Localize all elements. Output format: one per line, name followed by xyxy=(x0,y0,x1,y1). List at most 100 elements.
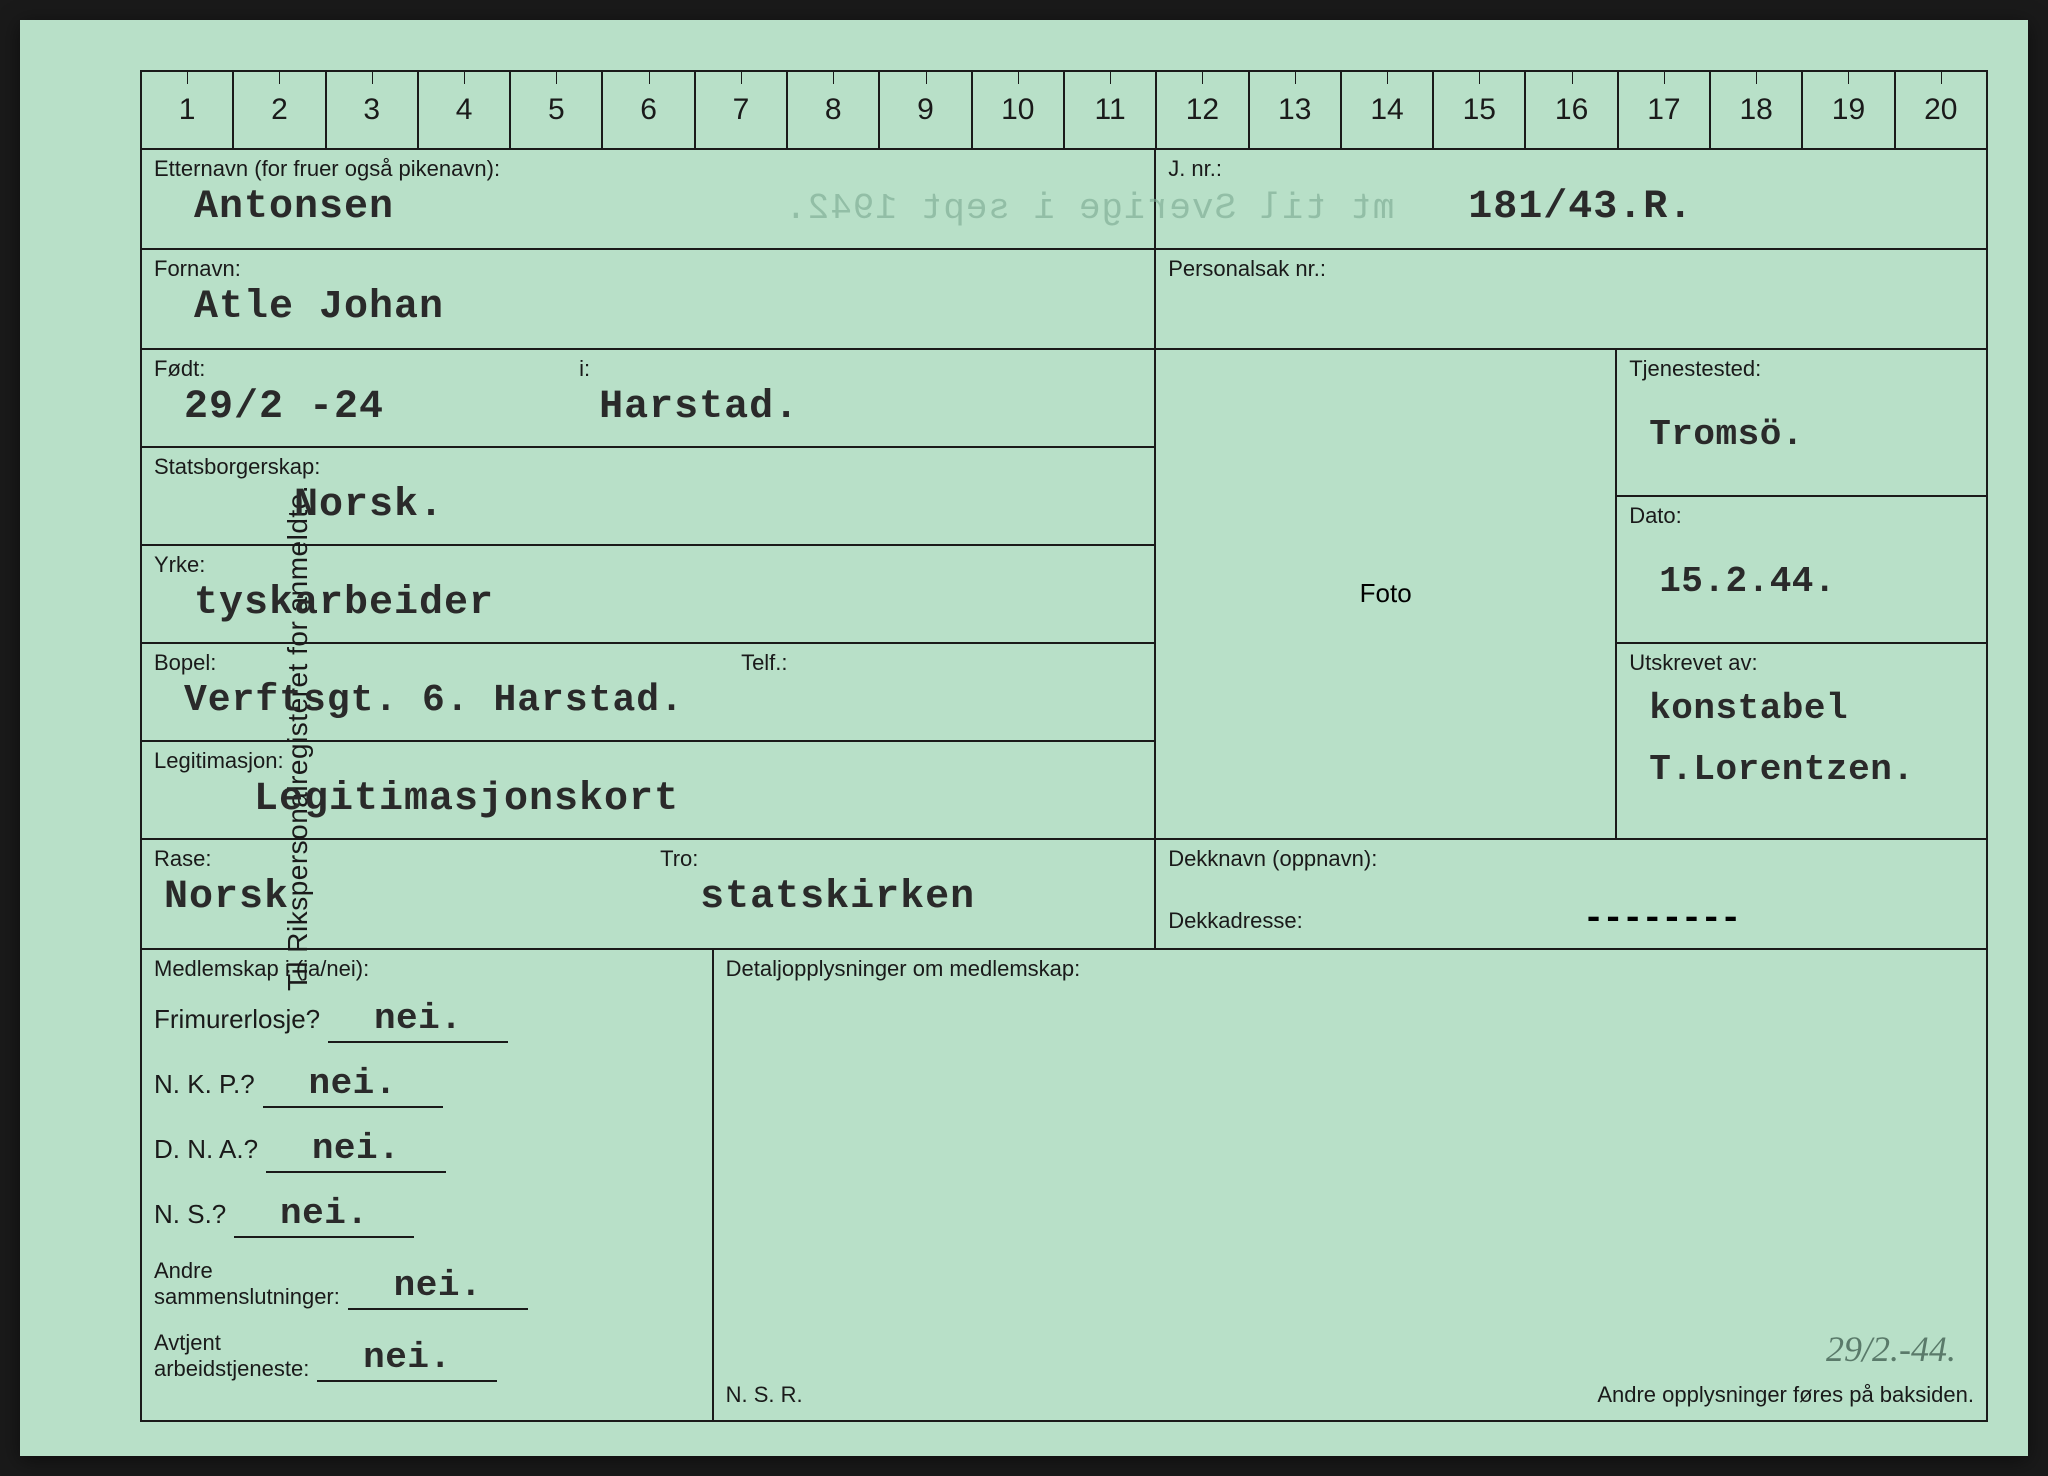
dna-value: nei. xyxy=(266,1128,446,1173)
utskrevet-label: Utskrevet av: xyxy=(1629,650,1974,676)
ruler-cell: 20 xyxy=(1894,72,1986,148)
foto-label: Foto xyxy=(1360,578,1412,609)
dekkadresse-label: Dekkadresse: xyxy=(1168,908,1303,934)
yrke-value: tyskarbeider xyxy=(154,581,494,626)
ruler-cell: 9 xyxy=(878,72,970,148)
utskrevet-value1: konstabel xyxy=(1629,688,1974,729)
etternavn-value: Antonsen xyxy=(154,185,394,230)
personalsak-value xyxy=(1168,285,1208,330)
avtjent-value: nei. xyxy=(317,1337,497,1382)
yrke-label: Yrke: xyxy=(154,552,1142,578)
medlemskap-label: Medlemskap i (ja/nei): xyxy=(154,956,700,982)
i-value: Harstad. xyxy=(579,385,799,430)
nkp-row: N. K. P.? nei. xyxy=(154,1063,700,1108)
tro-cell: Tro: statskirken xyxy=(648,840,1154,948)
rase-label: Rase: xyxy=(154,846,636,872)
detalj-cell: Detaljopplysninger om medlemskap: N. S. … xyxy=(714,950,1986,1420)
ns-value: nei. xyxy=(234,1193,414,1238)
membership-cell: Medlemskap i (ja/nei): Frimurerlosje? ne… xyxy=(142,950,714,1420)
tro-value: statskirken xyxy=(660,875,975,920)
frimurer-row: Frimurerlosje? nei. xyxy=(154,998,700,1043)
jnr-value: 181/43.R. xyxy=(1168,185,1693,230)
ruler-cell: 15 xyxy=(1432,72,1524,148)
utskrevet-value2: T.Lorentzen. xyxy=(1629,749,1974,790)
handwritten-date: 29/2.-44. xyxy=(1826,1328,1956,1370)
avtjent-row: Avtjent arbeidstjeneste: nei. xyxy=(154,1330,700,1382)
rase-cell: Rase: Norsk xyxy=(142,840,648,948)
utskrevet-cell: Utskrevet av: konstabel T.Lorentzen. xyxy=(1617,644,1986,838)
legitimasjon-value: Legitimasjonskort xyxy=(154,777,679,822)
dekknavn-cell: Dekknavn (oppnavn): Dekkadresse: -------… xyxy=(1156,840,1986,948)
detalj-label: Detaljopplysninger om medlemskap: xyxy=(726,956,1974,982)
andre-label1: Andre xyxy=(154,1258,340,1284)
tjenestested-cell: Tjenestested: Tromsö. xyxy=(1617,350,1986,497)
dato-cell: Dato: 15.2.44. xyxy=(1617,497,1986,644)
andre-row: Andre sammenslutninger: nei. xyxy=(154,1258,700,1310)
ns-label: N. S.? xyxy=(154,1199,226,1230)
dato-label: Dato: xyxy=(1629,503,1974,529)
fornavn-label: Fornavn: xyxy=(154,256,1142,282)
ruler-cell: 6 xyxy=(601,72,693,148)
ruler-cell: 17 xyxy=(1617,72,1709,148)
fornavn-cell: Fornavn: Atle Johan xyxy=(142,250,1156,348)
baksiden-footer: Andre opplysninger føres på baksiden. xyxy=(1597,1382,1974,1408)
tjenestested-label: Tjenestested: xyxy=(1629,356,1974,382)
bopel-cell: Bopel: Verftsgt. 6. Harstad. xyxy=(142,644,729,740)
bopel-value: Verftsgt. 6. Harstad. xyxy=(154,679,684,722)
jnr-label: J. nr.: xyxy=(1168,156,1974,182)
i-label: i: xyxy=(579,356,1142,382)
ruler-cell: 11 xyxy=(1063,72,1155,148)
nkp-label: N. K. P.? xyxy=(154,1069,255,1100)
bopel-label: Bopel: xyxy=(154,650,717,676)
ruler-cell: 10 xyxy=(971,72,1063,148)
nkp-value: nei. xyxy=(263,1063,443,1108)
ns-row: N. S.? nei. xyxy=(154,1193,700,1238)
ruler-cell: 7 xyxy=(694,72,786,148)
ruler-cell: 13 xyxy=(1248,72,1340,148)
ruler-cell: 14 xyxy=(1340,72,1432,148)
fodt-value: 29/2 -24 xyxy=(154,385,384,430)
personalsak-label: Personalsak nr.: xyxy=(1168,256,1974,282)
legitimasjon-label: Legitimasjon: xyxy=(154,748,1142,774)
form-grid: Etternavn (for fruer også pikenavn): Ant… xyxy=(140,150,1988,1422)
jnr-cell: J. nr.: 181/43.R. xyxy=(1156,150,1986,248)
fodt-label: Født: xyxy=(154,356,555,382)
dna-label: D. N. A.? xyxy=(154,1134,258,1165)
andre-label2: sammenslutninger: xyxy=(154,1284,340,1310)
frimurer-label: Frimurerlosje? xyxy=(154,1004,320,1035)
statsborgerskap-value: Norsk. xyxy=(154,483,444,528)
ruler-cell: 4 xyxy=(417,72,509,148)
ruler-cell: 3 xyxy=(325,72,417,148)
statsborgerskap-cell: Statsborgerskap: Norsk. xyxy=(142,448,1154,546)
avtjent-label1: Avtjent xyxy=(154,1330,309,1356)
legitimasjon-cell: Legitimasjon: Legitimasjonskort xyxy=(142,742,1154,838)
tjenestested-value: Tromsö. xyxy=(1629,414,1804,455)
telf-cell: Telf.: xyxy=(729,644,1154,740)
foto-cell: Foto xyxy=(1156,350,1617,838)
etternavn-label: Etternavn (for fruer også pikenavn): xyxy=(154,156,1142,182)
fornavn-value: Atle Johan xyxy=(154,285,444,330)
telf-label: Telf.: xyxy=(741,650,1142,676)
ruler-cell: 16 xyxy=(1524,72,1616,148)
registration-card: Til Rikspersonalregisteret for anmeldte.… xyxy=(20,20,2028,1456)
etternavn-cell: Etternavn (for fruer også pikenavn): Ant… xyxy=(142,150,1156,248)
nsr-footer: N. S. R. xyxy=(726,1382,803,1408)
yrke-cell: Yrke: tyskarbeider xyxy=(142,546,1154,644)
statsborgerskap-label: Statsborgerskap: xyxy=(154,454,1142,480)
ruler-row: 1 2 3 4 5 6 7 8 9 10 11 12 13 14 15 16 1… xyxy=(140,70,1988,150)
dekkadresse-value: -------- xyxy=(1583,898,1740,939)
ruler-cell: 18 xyxy=(1709,72,1801,148)
dekknavn-label: Dekknavn (oppnavn): xyxy=(1168,846,1974,872)
i-cell: i: Harstad. xyxy=(567,350,1154,446)
rase-value: Norsk xyxy=(154,875,289,920)
ruler-cell: 12 xyxy=(1155,72,1247,148)
andre-value: nei. xyxy=(348,1265,528,1310)
ruler-cell: 5 xyxy=(509,72,601,148)
ruler-cell: 19 xyxy=(1801,72,1893,148)
frimurer-value: nei. xyxy=(328,998,508,1043)
personalsak-cell: Personalsak nr.: xyxy=(1156,250,1986,348)
ruler-cell: 1 xyxy=(140,72,232,148)
dato-value: 15.2.44. xyxy=(1629,561,1836,602)
fodt-cell: Født: 29/2 -24 xyxy=(142,350,567,446)
ruler-cell: 8 xyxy=(786,72,878,148)
